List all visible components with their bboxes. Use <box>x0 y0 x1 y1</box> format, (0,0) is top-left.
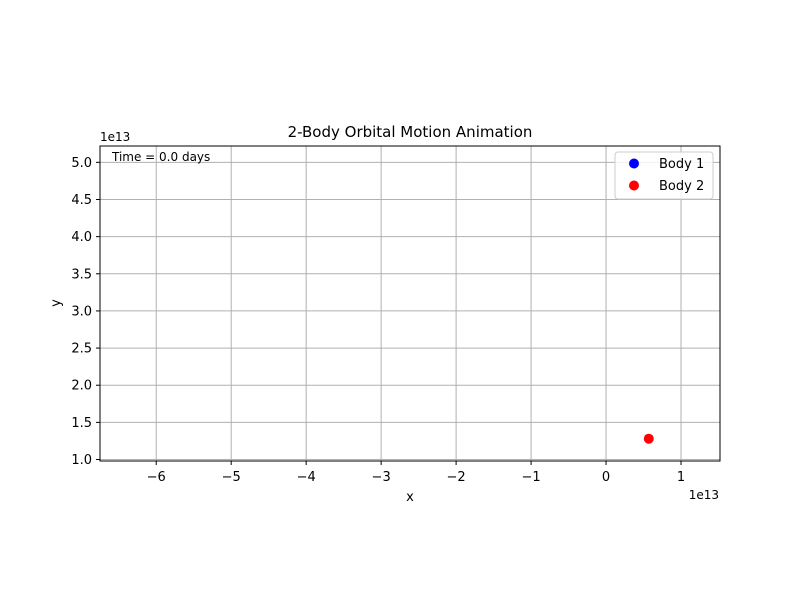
y-tick-label: 3.5 <box>71 267 92 282</box>
axes-frame <box>99 145 721 462</box>
plot-data <box>643 433 654 444</box>
legend-box <box>614 151 714 200</box>
legend-label-body-1: Body 1 <box>659 157 704 172</box>
legend-marker-body-2 <box>629 180 639 191</box>
x-tick-label: −2 <box>447 470 466 485</box>
y-tick-label: 4.5 <box>71 193 92 208</box>
x-tick-label: −3 <box>372 470 391 485</box>
y-tick-label: 1.0 <box>71 453 92 468</box>
legend-label-body-2: Body 2 <box>659 179 704 194</box>
y-axis-offset-label: 1e13 <box>100 130 130 144</box>
y-tick-label: 4.0 <box>71 230 92 245</box>
y-tick-label: 2.0 <box>71 379 92 394</box>
axis-ticks: −6 −5 −4 −3 −2 −1 0 1 1.0 1.5 2.0 2.5 3.0 3.5 4.0 4.5 5.… <box>71 156 685 485</box>
grid <box>100 146 720 461</box>
data-point-body-2 <box>643 433 654 444</box>
legend-marker-body-1 <box>629 158 639 169</box>
x-tick-label: 1 <box>677 470 685 485</box>
y-tick-label: 1.5 <box>71 416 92 431</box>
y-tick-label: 3.0 <box>71 304 92 319</box>
y-tick-label: 2.5 <box>71 342 92 357</box>
y-tick-label: 5.0 <box>71 156 92 171</box>
x-tick-label: −6 <box>147 470 166 485</box>
time-annotation: Time = 0.0 days <box>111 150 210 164</box>
x-tick-label: −5 <box>222 470 241 485</box>
x-tick-label: −4 <box>297 470 316 485</box>
y-axis-label: y <box>49 299 64 307</box>
chart-title: 2-Body Orbital Motion Animation <box>288 123 533 141</box>
legend: Body 1 Body 2 <box>614 151 714 200</box>
x-axis-label: x <box>406 490 414 505</box>
x-axis-offset-label: 1e13 <box>689 488 719 502</box>
x-tick-label: 0 <box>602 470 610 485</box>
x-tick-label: −1 <box>521 470 540 485</box>
